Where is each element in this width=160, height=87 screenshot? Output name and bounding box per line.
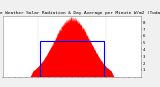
Title: Milwaukee Weather Solar Radiation & Day Average per Minute W/m2 (Today): Milwaukee Weather Solar Radiation & Day … [0, 11, 160, 15]
Bar [40, 41, 104, 77]
